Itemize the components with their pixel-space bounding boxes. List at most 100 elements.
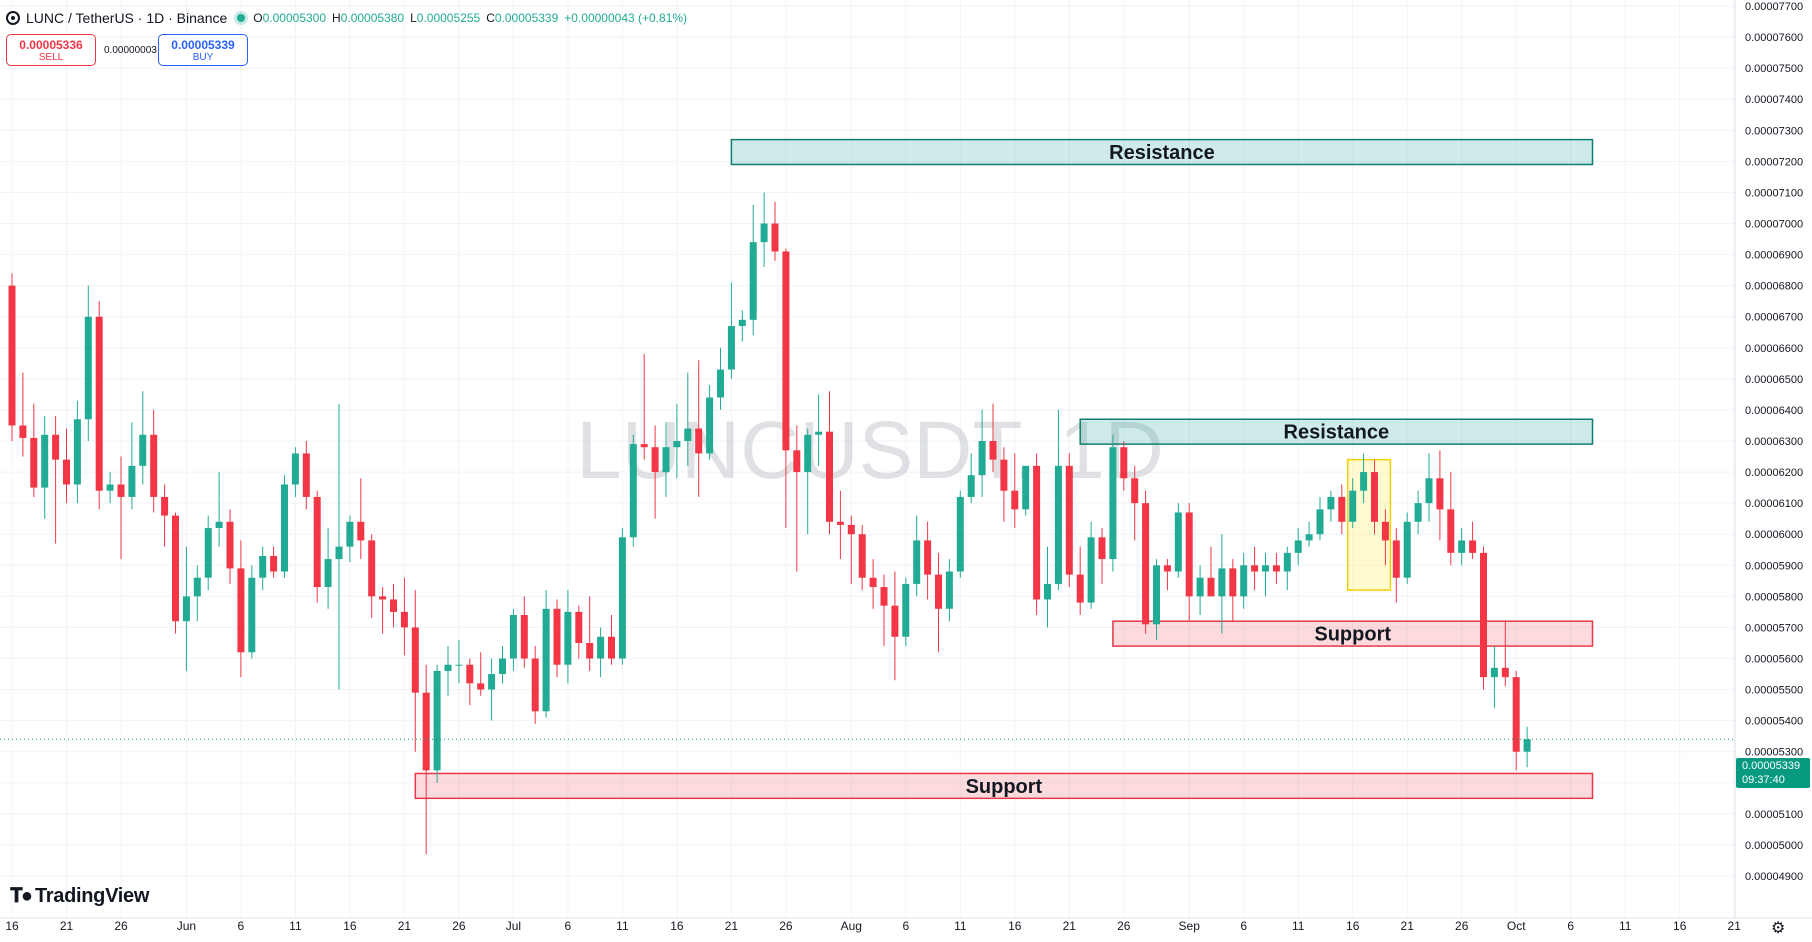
y-tick-label: 0.00005700 bbox=[1745, 622, 1803, 634]
candle-body bbox=[1392, 540, 1400, 578]
y-tick-label: 0.00006300 bbox=[1745, 436, 1803, 448]
candle-body bbox=[346, 521, 354, 547]
candle-body bbox=[629, 444, 637, 538]
x-tick-label: 16 bbox=[1673, 919, 1687, 933]
candle-body bbox=[782, 251, 790, 451]
candle-body bbox=[335, 546, 343, 560]
x-tick-label: 26 bbox=[114, 919, 128, 933]
candle-body bbox=[1447, 509, 1455, 553]
candle-body bbox=[1283, 552, 1291, 572]
buy-button[interactable]: 0.00005339 BUY bbox=[158, 34, 248, 66]
y-tick-label: 0.00005600 bbox=[1745, 654, 1803, 666]
candle-body bbox=[640, 444, 648, 448]
candle-body bbox=[858, 534, 866, 578]
candle-body bbox=[1207, 577, 1215, 597]
candle-body bbox=[455, 664, 463, 666]
x-tick-label: Sep bbox=[1179, 919, 1201, 933]
candle-body bbox=[902, 583, 910, 637]
candle-body bbox=[978, 441, 986, 476]
candle-body bbox=[608, 636, 615, 659]
y-tick-label: 0.00005300 bbox=[1745, 747, 1803, 759]
sell-button[interactable]: 0.00005336 SELL bbox=[6, 34, 96, 66]
candle-body bbox=[924, 540, 932, 575]
y-tick-label: 0.00006800 bbox=[1745, 281, 1803, 293]
y-tick-label: 0.00006400 bbox=[1745, 405, 1803, 417]
candle-body bbox=[324, 559, 332, 588]
candle-body bbox=[226, 521, 234, 569]
ohlc-close: C0.00005339 bbox=[486, 11, 558, 25]
candle-body bbox=[1185, 512, 1193, 597]
candle-body bbox=[826, 431, 833, 522]
candle-body bbox=[1381, 521, 1389, 541]
candle-body bbox=[956, 496, 964, 572]
x-tick-label: 26 bbox=[779, 919, 793, 933]
candle-body bbox=[1131, 478, 1139, 504]
candle-body bbox=[1469, 540, 1477, 553]
candle-body bbox=[1098, 537, 1106, 560]
candle-body bbox=[1501, 667, 1509, 678]
buy-price: 0.00005339 bbox=[171, 37, 235, 52]
resistance-zone bbox=[730, 138, 1594, 166]
y-tick-label: 0.00007100 bbox=[1745, 187, 1803, 199]
candle-body bbox=[662, 447, 670, 473]
candle-body bbox=[869, 577, 877, 588]
x-tick-label: Aug bbox=[841, 919, 862, 933]
candle-body bbox=[172, 515, 179, 622]
high-label: H bbox=[332, 11, 341, 25]
y-tick-label: 0.00007000 bbox=[1745, 219, 1803, 231]
candle-body bbox=[727, 326, 735, 370]
candle-body bbox=[1065, 465, 1073, 575]
y-tick-label: 0.00007700 bbox=[1745, 1, 1803, 13]
candle-body bbox=[1087, 537, 1095, 603]
symbol-title[interactable]: LUNC / TetherUS · 1D · Binance bbox=[26, 10, 228, 26]
candle-body bbox=[1251, 565, 1259, 572]
candle-body bbox=[30, 437, 38, 488]
close-value: 0.00005339 bbox=[494, 11, 559, 25]
candle-body bbox=[1218, 568, 1226, 597]
y-tick-label: 0.00006700 bbox=[1745, 312, 1803, 324]
candle-body bbox=[400, 611, 408, 628]
candle-body bbox=[1109, 447, 1117, 560]
candle-body bbox=[1316, 509, 1324, 535]
y-tick-label: 0.00006900 bbox=[1745, 250, 1803, 262]
chart-settings-icon[interactable]: ⚙ bbox=[1771, 920, 1786, 937]
candle-body bbox=[1458, 540, 1466, 553]
candle-body bbox=[509, 615, 517, 659]
candle-body bbox=[564, 611, 572, 665]
symbol-header: LUNC / TetherUS · 1D · Binance O0.000053… bbox=[6, 8, 687, 28]
y-tick-label: 0.00007500 bbox=[1745, 63, 1803, 75]
x-tick-label: 6 bbox=[1240, 919, 1247, 933]
y-tick-label: 0.00006000 bbox=[1745, 529, 1803, 541]
candle-body bbox=[520, 615, 528, 659]
candle-body bbox=[193, 577, 201, 597]
candle-body bbox=[1338, 496, 1346, 522]
spread-value: 0.00000003 bbox=[104, 44, 157, 56]
candle-body bbox=[749, 242, 757, 320]
x-tick-label: 16 bbox=[5, 919, 19, 933]
candle-body bbox=[128, 465, 136, 497]
candle-body bbox=[1327, 496, 1335, 510]
candle-body bbox=[368, 540, 376, 597]
low-label: L bbox=[410, 11, 417, 25]
candle-body bbox=[411, 627, 419, 693]
resistance-zone bbox=[1079, 418, 1594, 445]
candle-body bbox=[390, 599, 397, 612]
x-tick-label: 26 bbox=[1455, 919, 1469, 933]
candle-body bbox=[695, 428, 703, 454]
candle-body bbox=[270, 555, 278, 572]
y-tick-label: 0.00005100 bbox=[1745, 809, 1803, 821]
tradingview-logo[interactable]: 𝐓● TradingView bbox=[10, 885, 149, 908]
candle-body bbox=[106, 484, 114, 491]
candle-layer bbox=[8, 192, 1531, 855]
candle-body bbox=[1044, 583, 1051, 600]
sell-label: SELL bbox=[38, 51, 64, 63]
candle-body bbox=[52, 434, 60, 460]
x-tick-label: 21 bbox=[1063, 919, 1077, 933]
y-tick-label: 0.00005900 bbox=[1745, 560, 1803, 572]
candle-body bbox=[618, 537, 626, 659]
candle-body bbox=[1305, 534, 1313, 541]
candle-body bbox=[41, 434, 49, 488]
candle-body bbox=[422, 692, 430, 771]
candle-body bbox=[302, 453, 310, 497]
